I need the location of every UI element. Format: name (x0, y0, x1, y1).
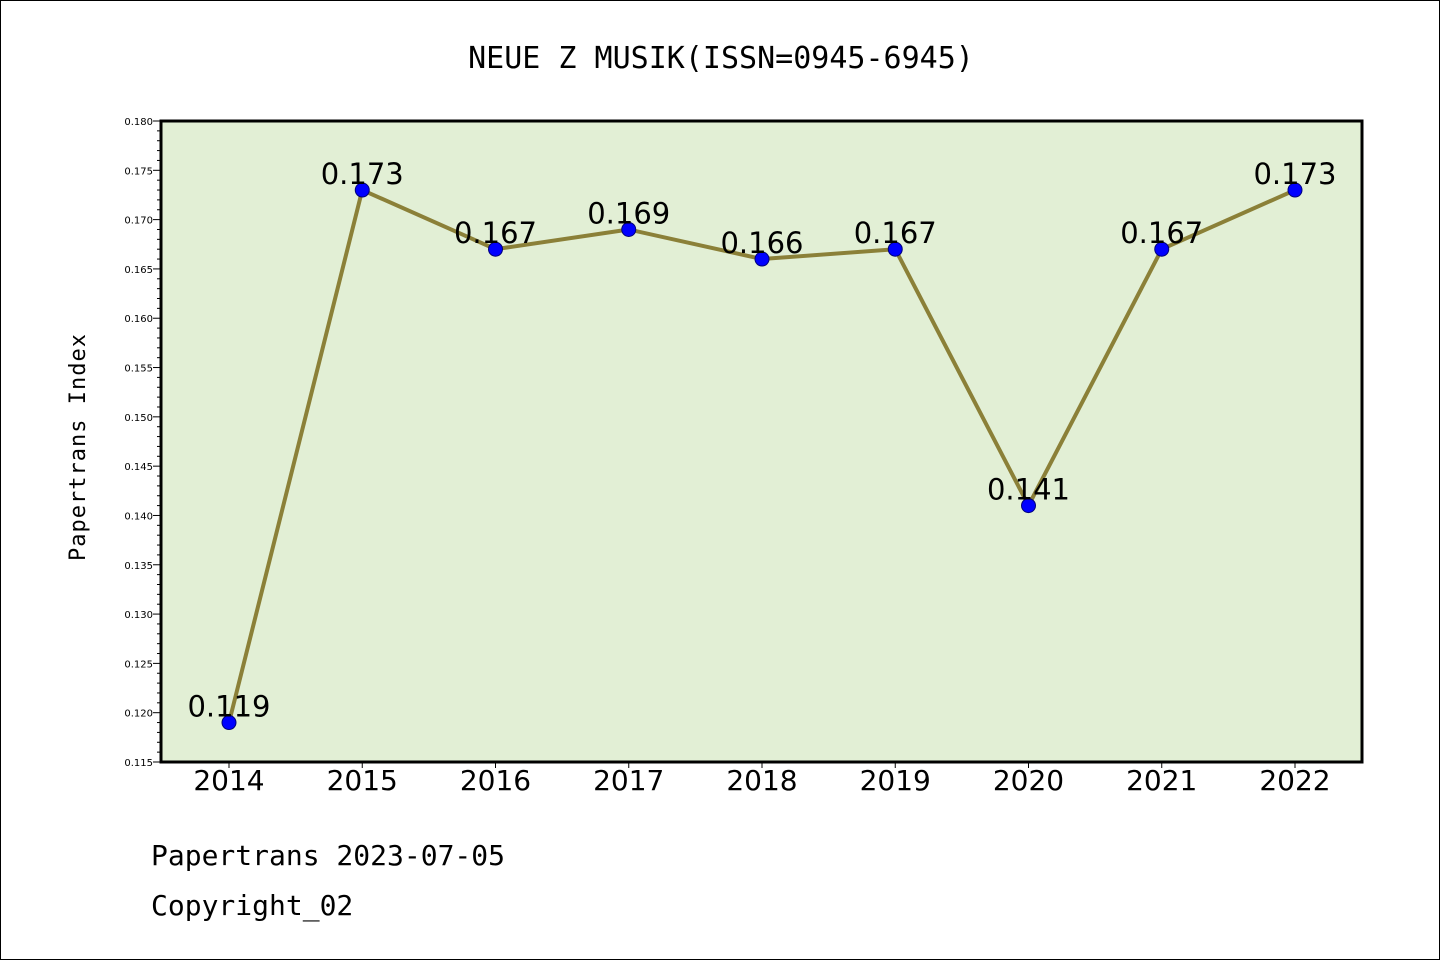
x-axis: 2014 2015 2016 2017 2018 2019 2020 2021 2022 (193, 762, 1331, 797)
x-tick-label: 2021 (1126, 764, 1197, 797)
data-point (887, 241, 903, 257)
data-label: 0.169 (587, 196, 670, 230)
footer-copyright: Copyright_02 (151, 889, 353, 923)
y-tick-label: 0.170 (124, 216, 153, 227)
data-label: 0.167 (454, 216, 537, 250)
y-tick-label: 0.115 (124, 758, 153, 769)
x-tick-label: 2016 (460, 764, 531, 797)
x-tick-label: 2019 (860, 764, 931, 797)
data-point (1021, 498, 1036, 514)
data-label: 0.141 (987, 473, 1070, 507)
data-point (488, 241, 503, 257)
data-point (1154, 241, 1170, 257)
data-label: 0.119 (187, 690, 270, 724)
y-axis-label: Papertrans Index (66, 333, 91, 561)
data-label: 0.173 (1253, 157, 1336, 191)
y-tick-label: 0.130 (124, 610, 153, 621)
y-tick-label: 0.145 (124, 462, 153, 473)
y-tick-label: 0.165 (124, 265, 153, 276)
data-point (354, 182, 370, 198)
footer-date: Papertrans 2023-07-05 (151, 839, 505, 872)
data-label: 0.167 (1120, 216, 1203, 250)
chart-title: NEUE Z MUSIK(ISSN=0945-6945) (468, 41, 974, 76)
data-label: 0.173 (321, 157, 404, 191)
data-point (621, 221, 637, 237)
data-label: 0.166 (720, 226, 803, 260)
plot-area (161, 121, 1362, 762)
x-tick-label: 2017 (593, 764, 664, 797)
y-tick-label: 0.120 (124, 709, 153, 720)
y-tick-label: 0.140 (124, 511, 153, 522)
x-tick-label: 2015 (327, 764, 398, 797)
y-tick-label: 0.155 (124, 364, 153, 375)
x-tick-label: 2022 (1259, 764, 1330, 797)
data-labels: 0.119 0.173 0.167 0.169 0.166 0.167 0.141 0.167… (187, 157, 1336, 724)
plot-border (159, 119, 1364, 764)
y-tick-label: 0.180 (124, 117, 153, 128)
x-tick-label: 2014 (193, 764, 264, 797)
data-point (221, 715, 237, 731)
y-tick-label: 0.125 (124, 659, 153, 670)
data-label: 0.167 (854, 216, 937, 250)
data-point (754, 251, 770, 267)
data-point (1287, 182, 1303, 198)
x-tick-label: 2020 (993, 764, 1064, 797)
y-tick-label: 0.160 (124, 314, 153, 325)
data-markers (221, 182, 1303, 731)
y-tick-label: 0.135 (124, 561, 153, 572)
y-axis: 0.115 0.120 0.125 0.130 0.135 0.140 0.145 0.150… (124, 117, 161, 769)
x-tick-label: 2018 (726, 764, 797, 797)
y-tick-label: 0.175 (124, 166, 153, 177)
y-tick-label: 0.150 (124, 413, 153, 424)
